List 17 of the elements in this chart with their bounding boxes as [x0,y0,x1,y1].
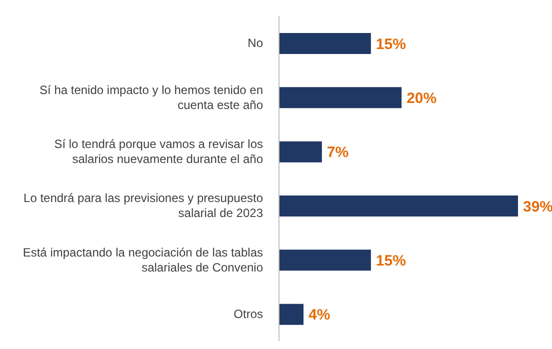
bar [279,87,402,108]
data-label: 15% [376,252,406,270]
y-tick-label: No [248,36,264,50]
bar [279,250,371,271]
y-tick-label: Sí lo tendrá porque vamos a revisar los salarios nuevamente durante el año [54,136,264,166]
data-label: 15% [376,36,406,53]
y-tick-label: Está impactando la negociación de las tablas salariales de Convenio [22,245,264,274]
bar [279,304,304,325]
bar [279,196,518,216]
bar [279,141,322,162]
y-tick-label: Lo tendrá para las previsiones y presupuesto salarial de 2023 [24,191,264,220]
data-label: 4% [308,306,330,324]
bar [279,33,371,54]
y-tick-label: Otros [234,306,263,321]
data-label: 20% [406,90,437,107]
y-tick-label: Sí ha tenido impacto y lo hemos tenido en cuenta este año [40,82,264,112]
data-label: 7% [326,144,349,162]
